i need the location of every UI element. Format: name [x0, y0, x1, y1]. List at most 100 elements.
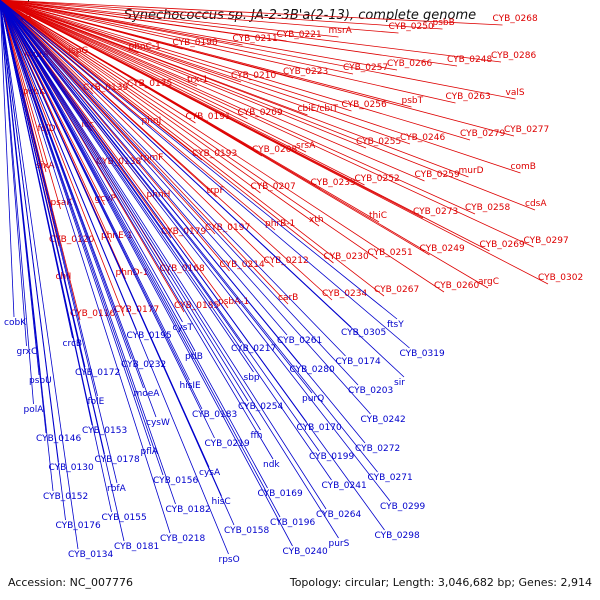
forward-gene-label: CYB_0190 [173, 38, 218, 48]
reverse-callout-line [0, 0, 171, 534]
forward-gene-label: valS [506, 88, 525, 98]
forward-gene-label: CYB_0302 [538, 273, 583, 283]
reverse-callout-line [0, 0, 254, 373]
forward-gene-label: msrA [329, 26, 353, 36]
reverse-gene-label: sir [394, 378, 405, 388]
reverse-callout-line [0, 0, 157, 418]
reverse-gene-label: ndk [263, 460, 280, 470]
forward-gene-label: CYB_0234 [322, 289, 367, 299]
forward-callout-line [0, 0, 274, 268]
reverse-gene-label: ffh [251, 431, 263, 441]
forward-gene-label: cdsA [525, 199, 547, 209]
forward-gene-label: CYB_0214 [220, 260, 265, 270]
reverse-gene-label: CYB_0264 [316, 510, 361, 520]
reverse-callout-line [0, 0, 371, 415]
reverse-callout-line [0, 0, 215, 439]
reverse-gene-label: pflA [141, 447, 159, 457]
scale-label: 300 kbp [0, 0, 33, 2]
forward-callout-line [0, 0, 536, 211]
forward-gene-label: CYB_0279 [460, 129, 505, 139]
reverse-callout-line [0, 0, 346, 357]
forward-callout-line [0, 0, 320, 227]
forward-gene-label: CYB_0263 [446, 92, 491, 102]
genome-summary: Topology: circular; Length: 3,046,682 bp… [289, 576, 592, 589]
forward-callout-line [0, 0, 425, 182]
reverse-callout-line [0, 0, 332, 481]
forward-gene-label: murD [459, 166, 484, 176]
reverse-gene-label: CYB_0181 [114, 542, 159, 552]
reverse-gene-label: cysT [173, 323, 194, 333]
scale-label: 250 kbp [0, 0, 33, 2]
reverse-callout-line [0, 0, 229, 555]
forward-gene-label: folD [38, 124, 56, 134]
reverse-gene-label: purS [329, 539, 350, 549]
reverse-gene-label: cobK [4, 318, 27, 328]
reverse-callout-line [0, 0, 235, 526]
reverse-gene-label: cysW [146, 418, 170, 428]
reverse-callout-line [0, 0, 327, 510]
reverse-gene-label: CYB_0196 [270, 518, 315, 528]
reverse-callout-line [0, 0, 410, 349]
forward-gene-label: CYB_0286 [491, 51, 536, 61]
reverse-gene-label: CYB_0261 [277, 336, 322, 346]
reverse-gene-callouts: cobKgrxCpsbUpolACYB_0146CYB_0130CYB_0152… [0, 0, 445, 565]
forward-gene-label: phrB-1 [265, 219, 295, 229]
reverse-gene-label: CYB_0305 [341, 328, 386, 338]
reverse-callout-line [0, 0, 405, 378]
forward-gene-label: CYB_0266 [387, 59, 432, 69]
reverse-gene-label: rbfA [107, 484, 127, 494]
reverse-gene-label: CYB_0241 [322, 481, 367, 491]
forward-gene-label: CYB_0260 [434, 281, 479, 291]
reverse-gene-label: CYB_0280 [290, 365, 335, 375]
forward-gene-label: CYB_0168 [160, 264, 205, 274]
reverse-callout-line [0, 0, 293, 547]
forward-gene-label: CYB_0177 [114, 305, 159, 315]
forward-gene-label: sixA [36, 161, 56, 171]
forward-callout-line [0, 0, 445, 293]
forward-gene-label: cbiE/cbiT [298, 104, 339, 114]
forward-gene-label: rpmF [140, 153, 163, 163]
forward-gene-label: CYB_0223 [283, 67, 328, 77]
forward-gene-label: CYB_0257 [343, 63, 388, 73]
reverse-gene-label: CYB_0169 [258, 489, 303, 499]
forward-callout-line [0, 0, 489, 289]
forward-gene-label: CYB_0268 [493, 14, 538, 24]
forward-gene-label: gcvP [95, 194, 117, 204]
reverse-gene-label: CYB_0183 [192, 410, 237, 420]
forward-callout-line [0, 0, 502, 63]
forward-callout-line [0, 0, 443, 30]
reverse-gene-label: CYB_0158 [224, 526, 269, 536]
reverse-callout-line [0, 0, 79, 550]
reverse-gene-label: CYB_0299 [380, 502, 425, 512]
forward-gene-label: CYB_0208 [252, 145, 297, 155]
forward-callout-line [0, 0, 534, 248]
reverse-gene-label: CYB_0176 [56, 521, 101, 531]
forward-gene-label: argC [478, 277, 499, 287]
forward-callout-line [0, 0, 352, 112]
forward-gene-label: phnJ [142, 116, 162, 126]
reverse-callout-line [0, 0, 359, 386]
scale-labels: 150 kbp200 kbp250 kbp300 kbp350 kbp [0, 0, 33, 2]
reverse-gene-label: moeA [134, 389, 161, 399]
forward-gene-label: CYB_0277 [504, 125, 549, 135]
reverse-callout-line [0, 0, 183, 323]
forward-callout-line [0, 0, 516, 100]
forward-gene-label: CYB_0212 [264, 256, 309, 266]
reverse-gene-label: CYB_0146 [36, 434, 81, 444]
reverse-callout-line [0, 0, 339, 539]
reverse-gene-label: CYB_0272 [355, 444, 400, 454]
reverse-callout-line [0, 0, 274, 460]
forward-gene-label: CYB_0249 [420, 244, 465, 254]
reverse-callout-line [0, 0, 288, 336]
reverse-gene-label: CYB_0130 [49, 463, 94, 473]
reverse-callout-line [0, 0, 281, 518]
reverse-gene-label: CYB_0134 [68, 550, 113, 560]
reverse-gene-label: rpsO [219, 555, 240, 565]
accession-label: Accession: NC_007776 [8, 576, 134, 589]
forward-gene-label: psbB [433, 18, 455, 28]
forward-gene-label: psbT [402, 96, 424, 106]
reverse-gene-label: folE [88, 397, 105, 407]
reverse-gene-label: CYB_0195 [127, 331, 172, 341]
forward-callout-line [0, 0, 61, 210]
